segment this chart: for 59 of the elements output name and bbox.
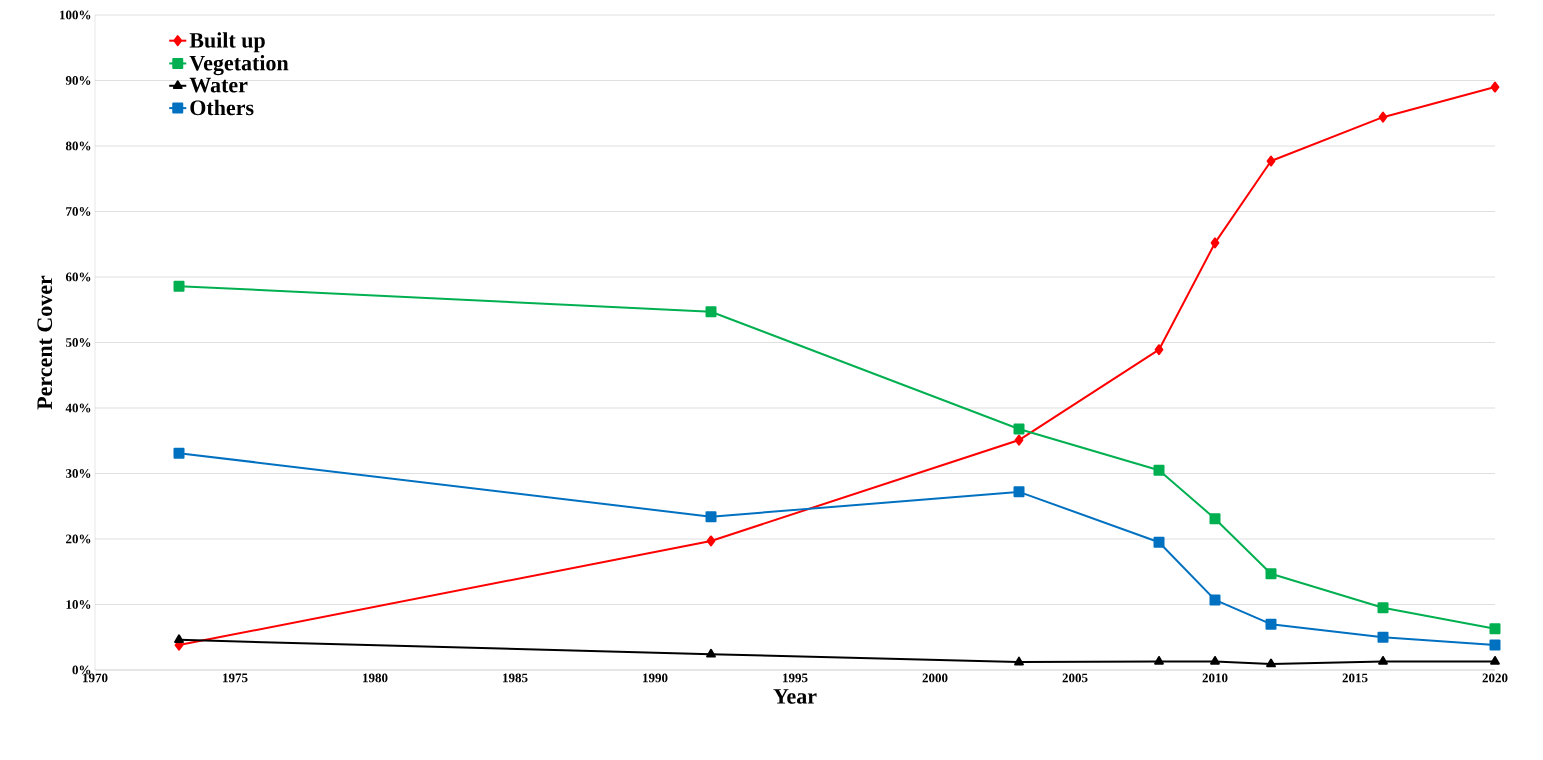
- x-tick-label: 2020: [1482, 673, 1508, 683]
- y-tick-label: 10%: [66, 600, 91, 609]
- point: [1014, 656, 1024, 666]
- point: [173, 280, 185, 292]
- point: [1209, 513, 1221, 525]
- point: [1266, 658, 1276, 668]
- legend-label: Others: [190, 99, 254, 116]
- y-axis-title: Percent Cover: [37, 275, 53, 410]
- x-tick-label: 1975: [223, 673, 248, 683]
- y-tick-label: 60%: [65, 272, 91, 282]
- point: [1154, 344, 1164, 356]
- point: [1209, 594, 1221, 606]
- point: [1377, 631, 1389, 643]
- y-tick-label: 100%: [60, 10, 91, 20]
- point: [705, 306, 717, 318]
- point: [1210, 655, 1220, 665]
- y-tick-label: 90%: [65, 76, 91, 85]
- point: [1490, 81, 1500, 93]
- point: [1013, 423, 1025, 435]
- point: [1013, 486, 1025, 498]
- x-tick-label: 1995: [783, 673, 808, 683]
- x-tick-label: 1990: [643, 673, 668, 683]
- y-tick-label: 50%: [65, 338, 91, 347]
- point: [1153, 536, 1165, 548]
- point: [1489, 623, 1501, 635]
- y-tick-label: 40%: [65, 403, 91, 413]
- y-tick-label: 70%: [66, 207, 91, 216]
- x-tick-label: 2000: [922, 673, 948, 683]
- legend-label: Vegetation: [189, 55, 289, 76]
- point: [705, 511, 717, 523]
- point: [1377, 602, 1389, 614]
- point: [1014, 434, 1024, 446]
- point: [1378, 111, 1388, 123]
- point: [1378, 655, 1388, 665]
- y-tick-label: 20%: [66, 534, 91, 544]
- x-tick-label: 1980: [363, 673, 388, 683]
- y-tick-label: 30%: [65, 469, 91, 478]
- x-tick-label: 2010: [1202, 673, 1228, 683]
- point: [1265, 568, 1277, 580]
- x-tick-label: 1985: [503, 673, 528, 683]
- point: [1266, 155, 1276, 167]
- y-tick-label: 0%: [72, 665, 91, 675]
- x-tick-label: 2015: [1342, 673, 1368, 683]
- legend-label: Water: [189, 77, 248, 93]
- point: [1154, 655, 1164, 665]
- point: [173, 447, 185, 459]
- point: [1153, 464, 1165, 476]
- point: [174, 634, 184, 644]
- x-axis-title: Year: [773, 689, 817, 704]
- point: [706, 648, 716, 658]
- point: [1489, 639, 1501, 651]
- x-tick-label: 2005: [1062, 673, 1088, 683]
- point: [1490, 655, 1500, 665]
- x-tick-label: 1970: [83, 673, 108, 683]
- point: [1210, 237, 1220, 249]
- point: [706, 535, 716, 547]
- y-tick-label: 80%: [65, 141, 91, 151]
- legend-label: Built up: [189, 32, 265, 53]
- point: [1265, 618, 1277, 630]
